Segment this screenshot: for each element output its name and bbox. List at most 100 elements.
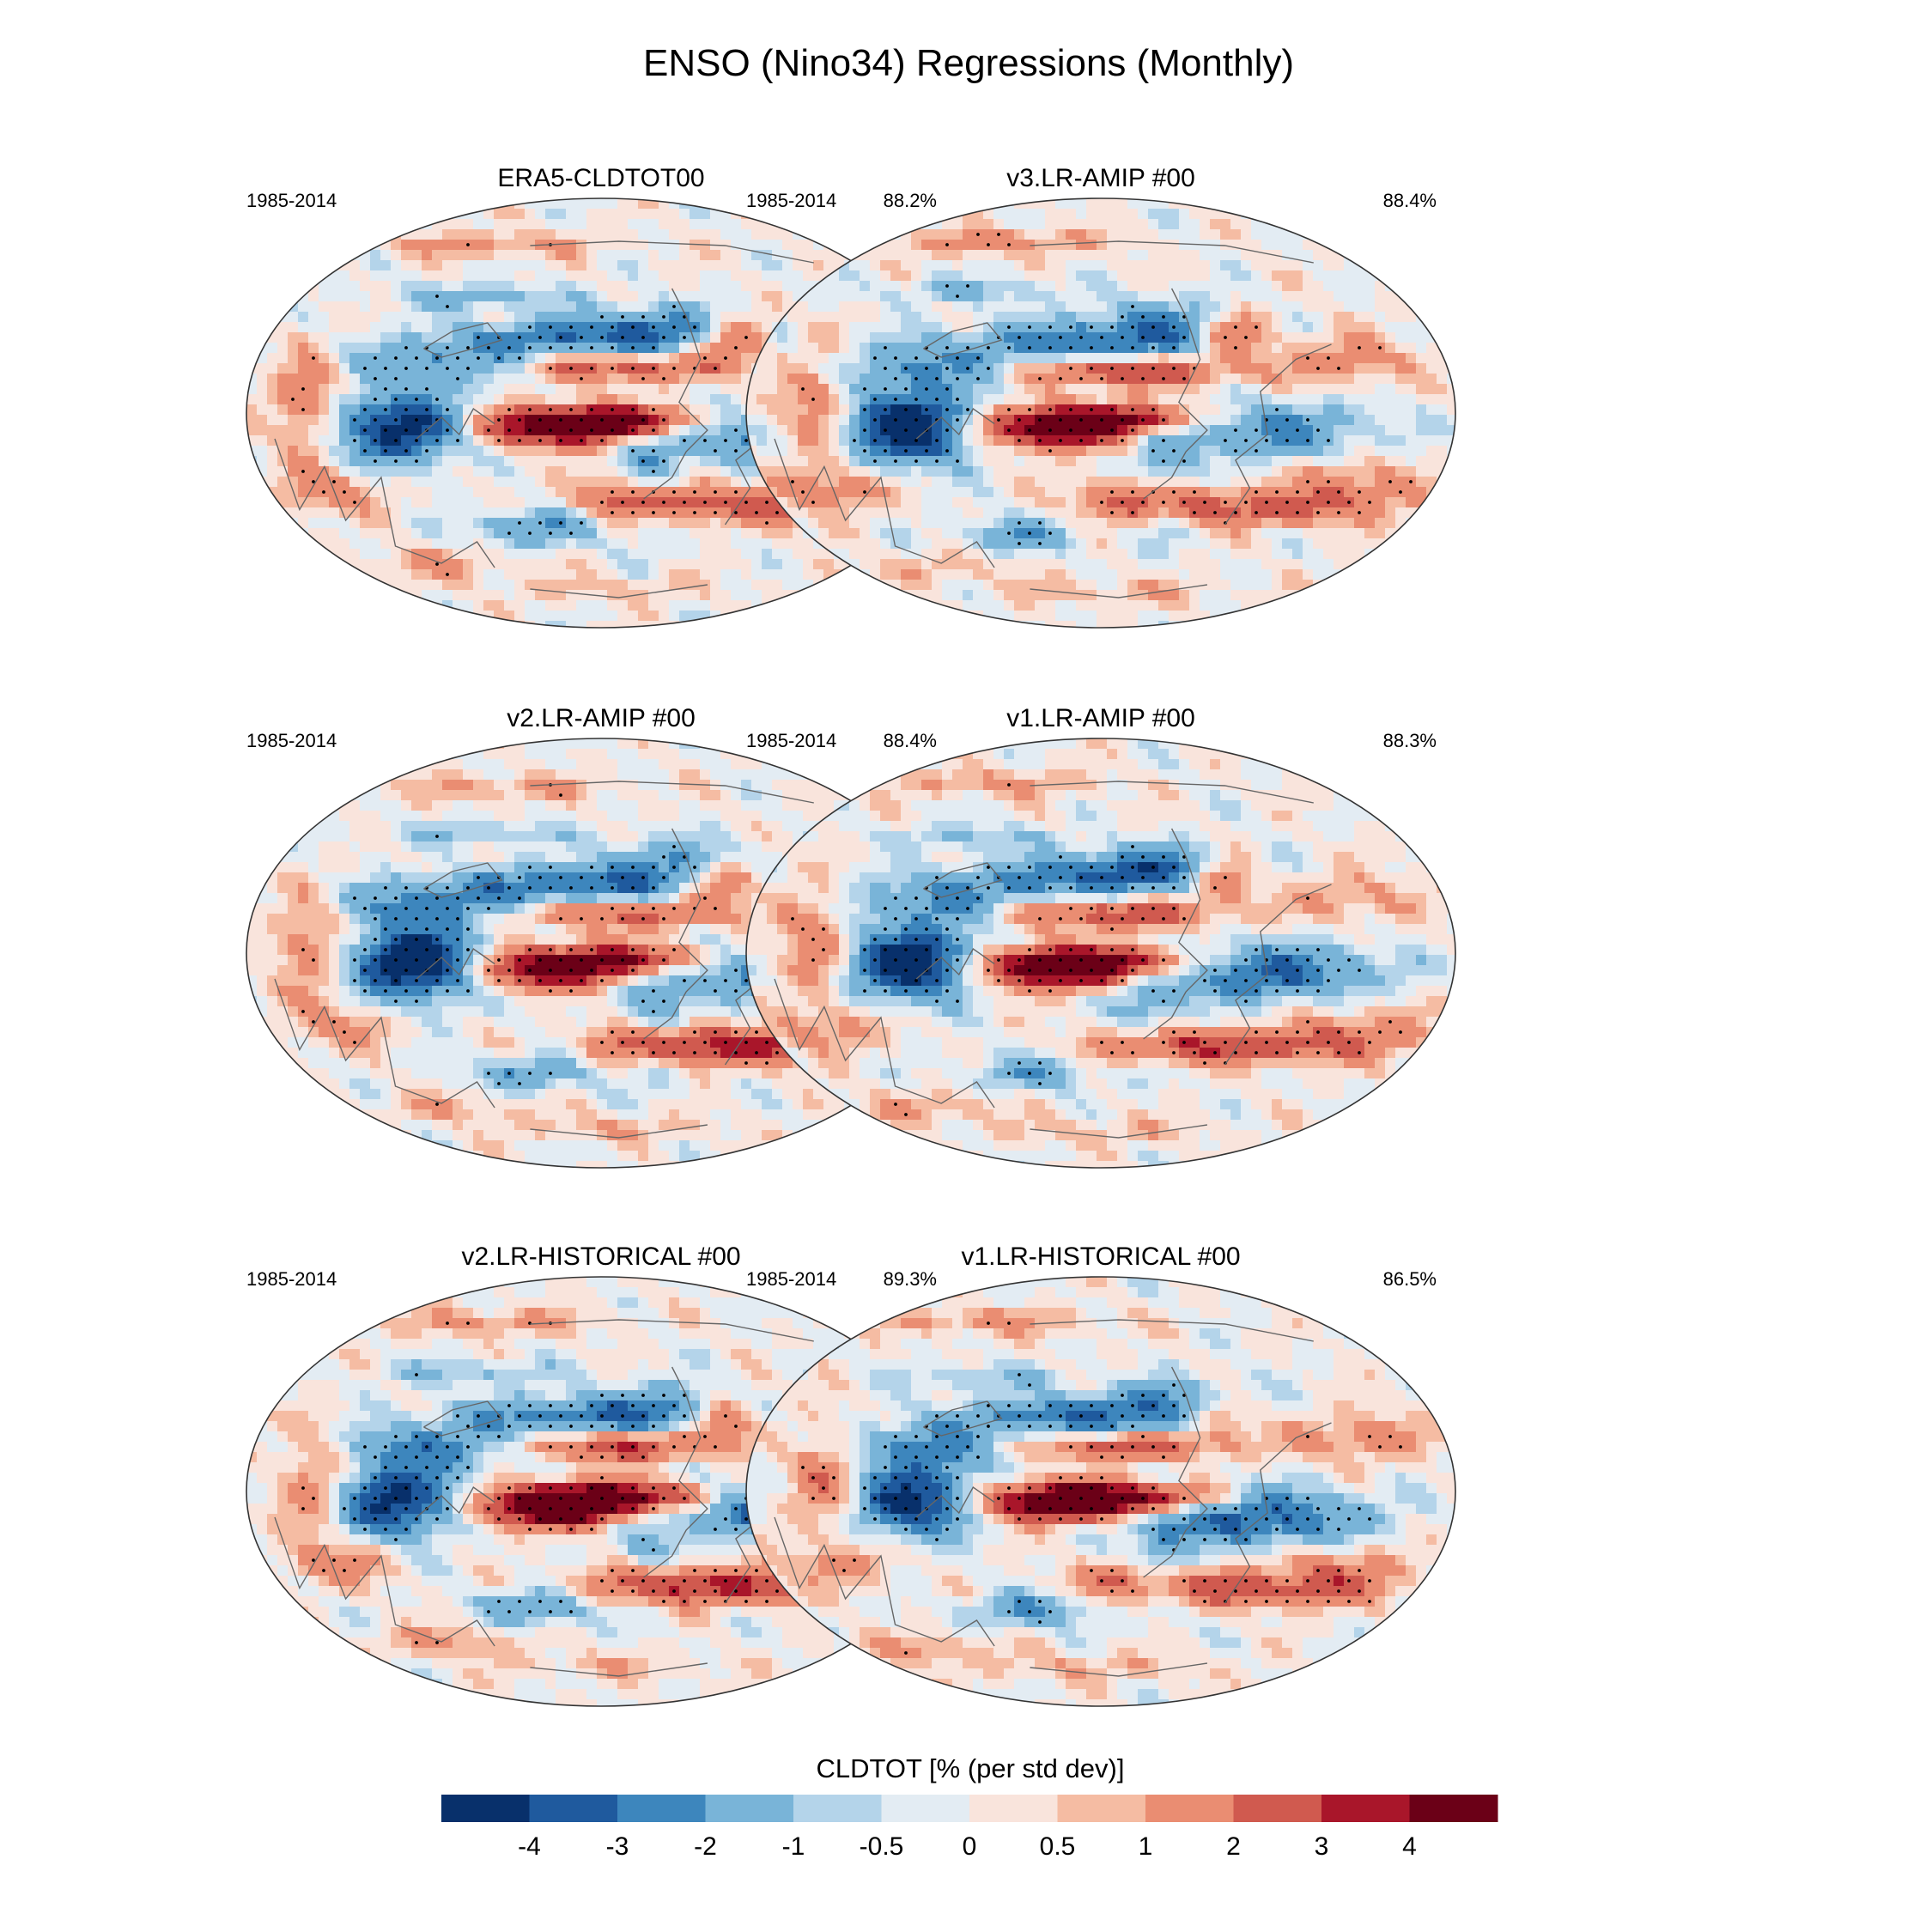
field-cell — [1158, 569, 1170, 580]
field-cell — [1200, 528, 1211, 539]
field-cell — [1117, 250, 1128, 261]
field-cell — [942, 590, 953, 601]
field-cell — [1066, 250, 1077, 261]
field-cell — [880, 569, 891, 580]
field-cell — [1385, 374, 1396, 385]
field-cell — [1251, 301, 1262, 313]
field-cell — [370, 343, 381, 354]
field-cell — [463, 301, 474, 313]
field-cell — [1107, 394, 1118, 405]
field-cell — [638, 270, 649, 282]
field-cell — [1055, 611, 1066, 622]
field-cell — [1179, 528, 1190, 539]
field-cell — [349, 507, 361, 519]
field-cell — [1210, 229, 1221, 240]
field-cell — [380, 260, 392, 271]
field-cell — [901, 301, 912, 313]
field-cell — [566, 281, 577, 292]
field-cell — [380, 466, 392, 477]
field-cell — [669, 611, 680, 622]
field-cell — [669, 250, 680, 261]
field-cell — [648, 353, 659, 364]
field-cell — [880, 281, 891, 292]
field-cell — [1014, 394, 1025, 405]
field-cell — [1014, 270, 1025, 282]
field-cell — [952, 538, 963, 550]
field-cell — [710, 580, 721, 591]
field-cell — [829, 312, 840, 323]
field-cell — [607, 477, 618, 488]
field-cell — [1230, 281, 1242, 292]
field-cell — [1220, 425, 1231, 436]
field-cell — [973, 260, 984, 271]
field-cell — [659, 590, 670, 601]
field-cell — [839, 301, 850, 313]
field-cell — [690, 621, 701, 628]
field-cell — [1179, 435, 1190, 447]
field-cell — [829, 518, 840, 529]
field-cell — [1148, 291, 1159, 302]
field-cell — [1313, 446, 1324, 457]
field-cell — [463, 466, 474, 477]
field-cell — [921, 456, 933, 467]
field-cell — [1220, 384, 1231, 395]
coastline — [423, 322, 503, 358]
field-cell — [983, 456, 994, 467]
field-cell — [1416, 384, 1427, 395]
field-cell — [1220, 291, 1231, 302]
field-cell — [1241, 240, 1252, 251]
field-cell — [659, 281, 670, 292]
field-cell — [1086, 456, 1097, 467]
field-cell — [1385, 507, 1396, 519]
field-cell — [942, 497, 953, 508]
stipple-dot — [611, 367, 614, 370]
field-cell — [679, 477, 690, 488]
field-cell — [308, 466, 319, 477]
field-cell — [483, 446, 495, 457]
field-cell — [1200, 538, 1211, 550]
field-cell — [1076, 528, 1087, 539]
field-cell — [1406, 415, 1417, 426]
field-cell — [690, 456, 701, 467]
field-cell — [556, 446, 567, 457]
field-cell — [1251, 456, 1262, 467]
field-cell — [963, 425, 974, 436]
field-cell — [803, 569, 814, 580]
field-cell — [808, 353, 819, 364]
field-cell — [1076, 322, 1087, 333]
field-cell — [1086, 270, 1097, 282]
stipple-dot — [291, 398, 295, 401]
field-cell — [1014, 240, 1025, 251]
field-cell — [1138, 549, 1149, 560]
field-cell — [576, 301, 587, 313]
field-cell — [942, 507, 953, 519]
stipple-dot — [621, 418, 624, 422]
field-cell — [1447, 435, 1455, 447]
field-cell — [638, 559, 649, 570]
field-cell — [849, 291, 860, 302]
field-cell — [1354, 404, 1365, 416]
field-cell — [586, 611, 598, 622]
field-cell — [504, 487, 515, 498]
field-cell — [767, 343, 778, 354]
field-cell — [741, 240, 752, 251]
field-cell — [973, 312, 984, 323]
field-cell — [1158, 291, 1170, 302]
field-cell — [1292, 260, 1303, 271]
field-cell — [1148, 281, 1159, 292]
field-cell — [319, 353, 330, 364]
field-cell — [1282, 219, 1293, 230]
field-cell — [1200, 394, 1211, 405]
field-cell — [422, 580, 433, 591]
field-cell — [1200, 260, 1211, 271]
field-cell — [1344, 291, 1355, 302]
field-cell — [1014, 487, 1025, 498]
field-cell — [349, 322, 361, 333]
field-cell — [1230, 580, 1242, 591]
field-cell — [870, 322, 881, 333]
field-cell — [829, 322, 840, 333]
field-cell — [1272, 456, 1283, 467]
field-cell — [370, 384, 381, 395]
field-cell — [720, 404, 732, 416]
field-cell — [803, 590, 814, 601]
